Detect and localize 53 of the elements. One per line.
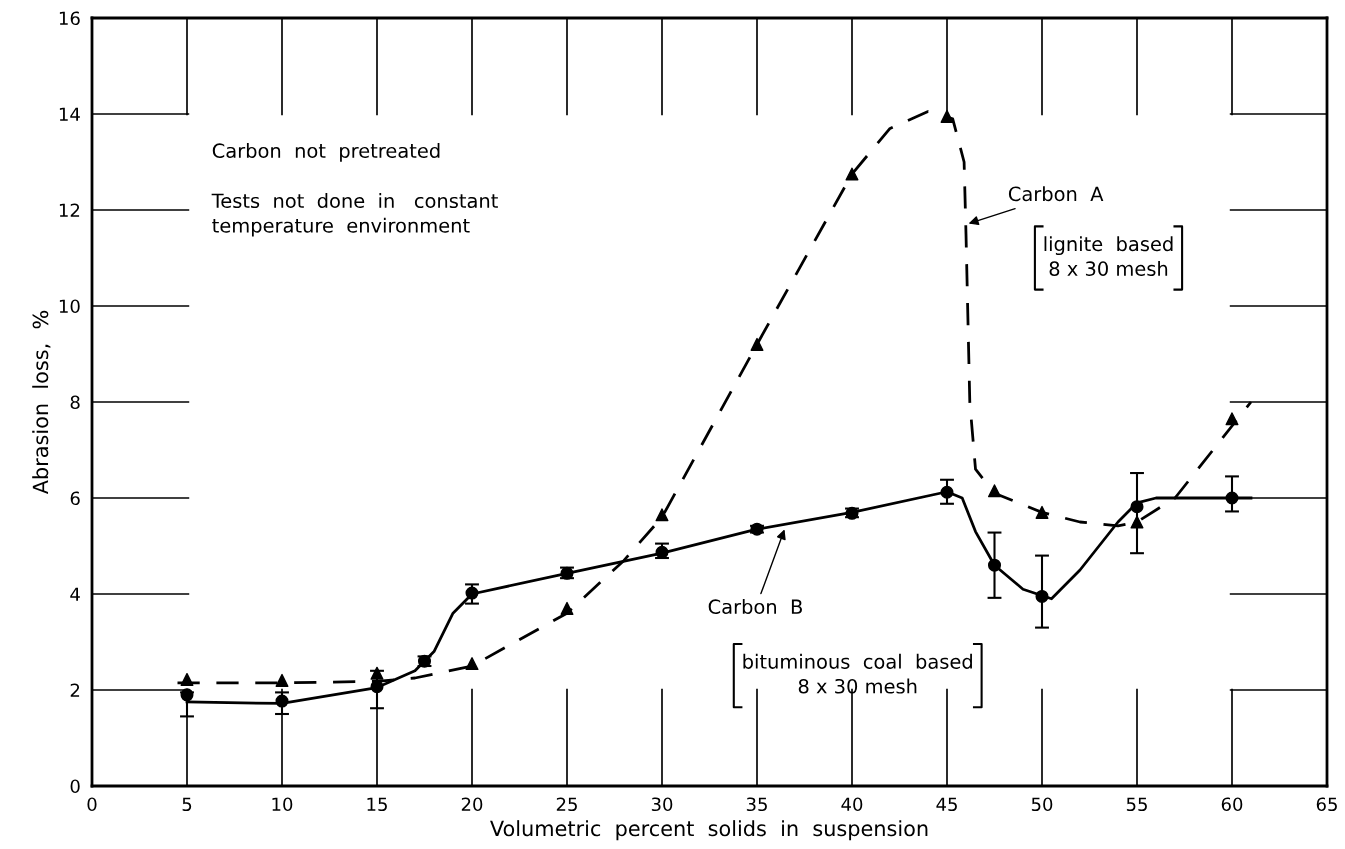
point [370,666,384,680]
x-tick-label: 0 [87,797,97,812]
x-tick-label: 65 [1316,797,1337,812]
y-tick-label: 0 [70,779,80,794]
y-tick-label: 4 [70,587,80,601]
point [940,109,954,123]
point [1225,412,1239,426]
point [1225,491,1239,505]
annotation: Tests not done in constant temperature environment [211,193,498,237]
x-tick-label: 20 [461,797,483,812]
point [370,680,384,694]
y-tick-label: 2 [70,683,80,697]
y-tick-label: 6 [70,491,80,506]
annotation: Carbon B [708,598,802,615]
x-tick-label: 60 [1221,797,1243,812]
x-tick-label: 45 [936,797,957,812]
point [1130,515,1144,529]
point [180,672,194,686]
x-tick-label: 35 [746,797,767,812]
point [1035,589,1049,603]
y-tick-label: 14 [59,107,80,121]
point [987,558,1002,572]
y-tick-label: 16 [59,11,80,26]
x-tick-label: 30 [651,797,673,812]
point [465,657,479,671]
point [987,484,1002,498]
point [275,694,289,708]
point [750,337,764,351]
point [845,167,859,181]
point [1035,505,1049,519]
y-tick-label: 12 [59,203,80,217]
x-tick-label: 40 [841,797,863,812]
point [180,688,194,702]
point [1130,500,1144,514]
x-tick-label: 10 [272,797,293,812]
y-tick-label: 10 [59,299,80,314]
y-tick-label: 8 [70,395,80,410]
point [655,508,669,522]
x-tick-label: 25 [556,797,577,812]
x-tick-label: 50 [1031,797,1053,812]
x-tick-label: 5 [182,797,192,812]
point [465,586,479,600]
x-tick-label: 15 [367,797,387,812]
annotation: Carbon not pretreated [212,142,440,162]
point [560,601,574,615]
annotation: lignite based 8 x 30 mesh [1044,236,1173,277]
annotation: bituminous coal based 8 x 30 mesh [743,653,972,694]
point [940,485,954,499]
x-tick-label: 55 [1126,797,1147,812]
y-axis-title: Abrasion loss, % [32,310,51,495]
point [275,673,289,687]
x-axis-title: Volumetric percent solids in suspension [490,820,928,841]
annotation: Carbon A [1008,186,1104,202]
